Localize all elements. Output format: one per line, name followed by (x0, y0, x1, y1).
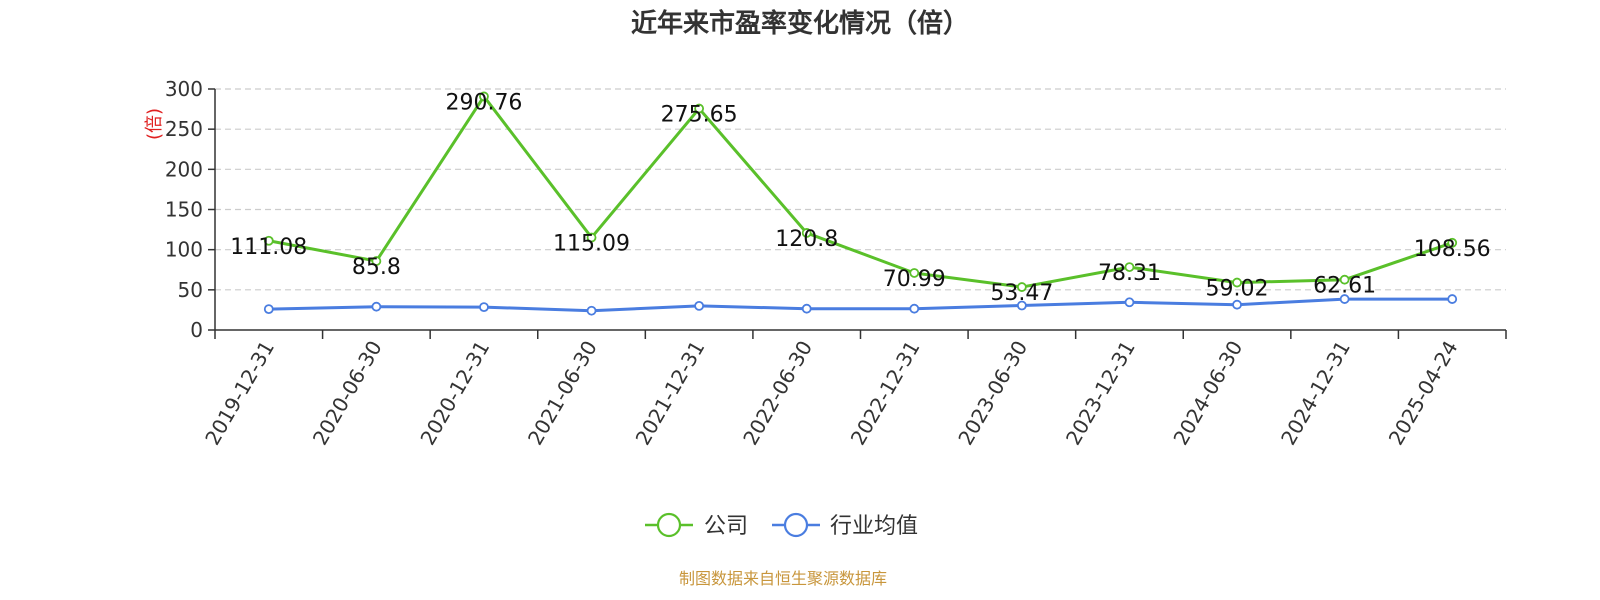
data-label: 62.61 (1313, 274, 1376, 299)
data-point (801, 228, 812, 238)
data-point (801, 303, 812, 314)
data-point (1232, 277, 1242, 288)
legend-circle-icon (656, 512, 682, 538)
data-point (1124, 262, 1135, 272)
data-point (586, 232, 597, 243)
data-point (586, 305, 597, 316)
data-label: 111.08 (230, 235, 307, 260)
x-tick-label: 2025-04-24 (1384, 337, 1463, 450)
x-tick-label: 2021-06-30 (523, 337, 602, 450)
x-tick-label: 2021-12-31 (631, 337, 710, 450)
data-point (1447, 237, 1458, 248)
data-label: 85.8 (352, 255, 401, 280)
data-label: 290.76 (445, 90, 522, 115)
legend-item-industry-average[interactable]: 行业均值 (772, 512, 918, 539)
data-point (371, 301, 382, 312)
data-point (1124, 297, 1135, 308)
x-tick-label: 2020-06-30 (308, 337, 387, 450)
data-point (263, 235, 274, 246)
x-axis: 2019-12-31 2020-06-30 2020-12-31 2021-06-30… (200, 329, 1507, 450)
data-point (1447, 294, 1458, 304)
series-layer (263, 91, 1458, 316)
y-axis: 0 50 100 150 200 250 300 (165, 77, 216, 342)
data-label: 78.31 (1098, 261, 1161, 286)
y-tick-label: 100 (165, 238, 203, 262)
series-line (268, 297, 1453, 313)
y-tick-label: 0 (190, 318, 203, 342)
data-point (1339, 274, 1350, 285)
y-tick-label: 50 (178, 278, 203, 302)
chart-title: 近年来市盈率变化情况（倍） (631, 8, 969, 39)
data-label: 53.47 (990, 281, 1053, 306)
data-label: 59.02 (1206, 277, 1269, 302)
data-point (479, 91, 489, 102)
x-tick-label: 2022-12-31 (846, 337, 925, 450)
data-point (694, 300, 705, 311)
data-label: 108.56 (1414, 237, 1491, 262)
grid-lines (215, 88, 1506, 291)
data-point (909, 303, 920, 314)
x-tick-label: 2023-06-30 (953, 337, 1032, 450)
series-line (268, 94, 1453, 289)
data-label: 275.65 (661, 103, 738, 128)
y-tick-label: 150 (165, 198, 203, 222)
data-point (1016, 300, 1027, 311)
legend-circle-icon (783, 512, 809, 538)
legend-label: 行业均值 (830, 514, 918, 539)
x-tick-label: 2024-12-31 (1276, 337, 1355, 450)
y-tick-label: 200 (165, 157, 203, 181)
data-point (479, 302, 489, 313)
x-tick-label: 2023-12-31 (1061, 337, 1140, 450)
series-company (263, 91, 1458, 292)
y-tick-label: 250 (165, 117, 203, 141)
data-point (263, 304, 274, 315)
x-tick-label: 2020-12-31 (415, 337, 494, 450)
x-tick-label: 2019-12-31 (200, 337, 279, 450)
data-label: 115.09 (553, 232, 630, 257)
data-point (1339, 294, 1350, 304)
data-point (371, 256, 382, 266)
series-industry-average (263, 294, 1458, 316)
data-point (694, 103, 705, 114)
x-tick-label: 2024-06-30 (1168, 337, 1247, 450)
y-axis-label: (倍) (144, 108, 165, 140)
legend: 公司 行业均值 (645, 512, 918, 539)
x-tick-label: 2022-06-30 (738, 337, 817, 450)
data-label: 120.8 (775, 227, 838, 252)
y-tick-label: 300 (165, 77, 203, 101)
legend-label: 公司 (704, 514, 748, 539)
data-labels: 111.08 85.8 290.76 115.09 275.65 120.8 70.99 53… (230, 90, 1490, 306)
data-point (1232, 299, 1242, 310)
legend-item-company[interactable]: 公司 (645, 512, 748, 539)
data-point (1016, 282, 1027, 292)
source-note: 制图数据来自恒生聚源数据库 (679, 569, 887, 588)
data-point (909, 268, 920, 278)
data-label: 70.99 (883, 267, 946, 292)
